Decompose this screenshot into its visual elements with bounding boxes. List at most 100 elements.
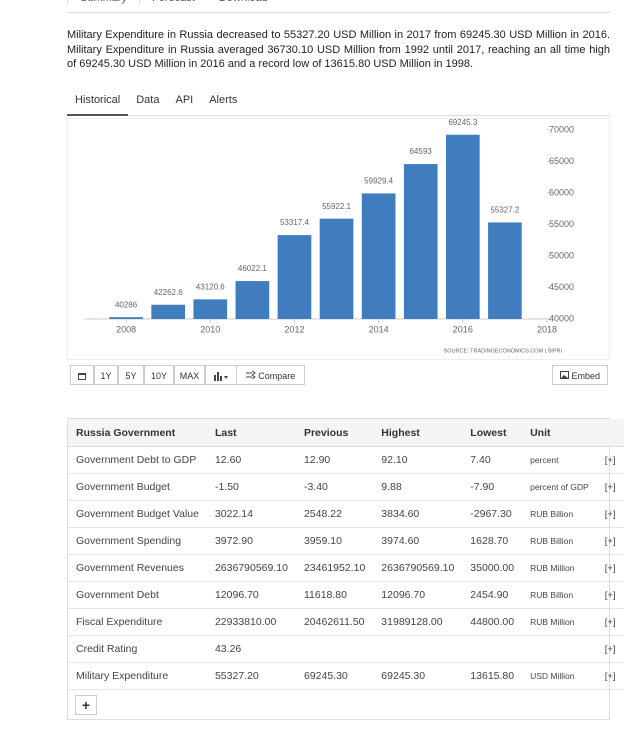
bar — [403, 164, 438, 319]
table-cell: -2967.30 — [462, 500, 523, 528]
expand-link[interactable]: [+] — [596, 446, 624, 474]
table-cell: percent — [522, 446, 597, 474]
bar — [109, 317, 143, 319]
expand-link[interactable]: [+] — [596, 581, 624, 609]
table-row: Credit Rating 43.26 [+] — [68, 635, 624, 663]
table-row: Government Spending 3972.90 3959.10 3974.60… — [68, 527, 624, 555]
value-label: 40286 — [115, 300, 138, 309]
table-cell: -7.90 — [462, 473, 523, 501]
table-row: Government Debt to GDP 12.60 12.90 92.10 7.4… — [68, 446, 624, 474]
table-cell — [462, 635, 523, 663]
compare-label: Compare — [258, 371, 296, 381]
table-cell: RUB Million — [522, 554, 597, 582]
range-button[interactable]: 1Y — [94, 365, 118, 385]
bar — [193, 299, 228, 319]
table-cell: 12096.70 — [373, 581, 463, 609]
range-button[interactable]: MAX — [174, 365, 205, 385]
table-cell: percent of GDP — [522, 473, 597, 501]
expand-link[interactable]: [+] — [596, 500, 624, 528]
expand-link[interactable]: [+] — [596, 473, 624, 501]
top-tab[interactable]: Forecast — [140, 0, 207, 4]
add-button[interactable]: + — [75, 695, 97, 715]
table-cell — [522, 635, 597, 663]
table-cell: Government Debt to GDP — [68, 446, 207, 474]
top-tab[interactable]: Download — [207, 0, 280, 4]
table-cell: RUB Billion — [522, 581, 597, 609]
x-tick-label: 2008 — [116, 324, 136, 334]
chart-type-icon — [214, 372, 228, 381]
chart-type-button[interactable] — [205, 365, 237, 385]
table-cell: 3834.60 — [373, 500, 463, 528]
table-cell: 55327.20 — [206, 662, 296, 690]
top-tab[interactable]: Summary — [67, 0, 141, 5]
y-tick-label: 40000 — [549, 313, 574, 323]
chart-tab[interactable]: Data — [136, 94, 160, 106]
value-label: 69245.3 — [448, 118, 477, 127]
header-spacer — [596, 419, 624, 447]
table-cell: Fiscal Expenditure — [68, 608, 207, 636]
bar — [151, 304, 186, 319]
column-header: Previous — [295, 419, 374, 447]
x-tick-label: 2016 — [453, 324, 473, 334]
table-cell: 11618.80 — [295, 581, 374, 609]
table-row: Military Expenditure 55327.20 69245.30 6924… — [68, 662, 624, 690]
y-tick-label: 45000 — [549, 282, 574, 292]
table-cell: USD Million — [522, 662, 597, 690]
x-tick-label: 2014 — [369, 324, 389, 334]
table-cell: -1.50 — [206, 473, 296, 501]
calendar-button[interactable] — [70, 365, 94, 385]
top-tabs: SummaryForecastDownload — [67, 0, 610, 13]
bar — [361, 193, 396, 319]
expand-link[interactable]: [+] — [596, 662, 624, 690]
table-cell: 7.40 — [462, 446, 523, 474]
header-row: Russia Government Last Previous Highest Lowe… — [68, 419, 624, 447]
table-cell: 1628.70 — [462, 527, 523, 555]
expand-link[interactable]: [+] — [596, 635, 624, 663]
column-header: Unit — [522, 419, 597, 447]
source: SOURCE: TRADINGECONOMICS.COM | SIPRI — [444, 348, 563, 354]
value-label: 64593 — [410, 147, 433, 156]
table-cell: 44800.00 — [462, 608, 523, 636]
compare-button[interactable]: Compare — [236, 365, 305, 385]
table-cell: 2454.90 — [462, 581, 523, 609]
chart-tab[interactable]: API — [175, 94, 194, 106]
table-cell: 9.88 — [373, 473, 463, 501]
bar — [319, 218, 354, 319]
table-cell: 23461952.10 — [295, 554, 374, 582]
table-cell: RUB Billion — [522, 527, 597, 555]
table-row: Government Budget Value 3022.14 2548.22 383… — [68, 500, 624, 528]
table-cell: 20462611.50 — [295, 608, 374, 636]
expand-link[interactable]: [+] — [596, 554, 624, 582]
range-button[interactable]: 10Y — [144, 365, 174, 385]
y-tick-label: 60000 — [549, 187, 574, 197]
value-label: 46022.1 — [238, 264, 267, 273]
bar — [488, 222, 522, 319]
table-cell: 43.26 — [206, 635, 296, 663]
table-cell: 2636790569.10 — [206, 554, 296, 582]
table-cell: 3959.10 — [295, 527, 374, 555]
embed-button[interactable]: Embed — [552, 365, 608, 385]
expand-link[interactable]: [+] — [596, 527, 624, 555]
y-tick-label: 55000 — [549, 219, 574, 229]
embed-icon — [559, 371, 569, 379]
table-row: Government Debt 12096.70 11618.80 12096.70 2… — [68, 581, 624, 609]
table: Russia Government Last Previous Highest Lowe… — [68, 419, 624, 690]
table-cell: Government Budget — [68, 473, 207, 501]
table-cell: RUB Million — [522, 608, 597, 636]
x-tick-label: 2018 — [537, 324, 557, 334]
value-label: 59929.4 — [364, 177, 393, 186]
column-header: Lowest — [462, 419, 523, 447]
chart-tab[interactable]: Alerts — [209, 94, 238, 106]
table-cell: Government Debt — [68, 581, 207, 609]
y-tick-label: 65000 — [549, 156, 574, 166]
chart-tab[interactable]: Historical — [67, 90, 129, 116]
table-row: Government Revenues 2636790569.10 23461952… — [68, 554, 624, 582]
table-cell — [295, 635, 374, 663]
expand-link[interactable]: [+] — [596, 608, 624, 636]
table-cell: Government Revenues — [68, 554, 207, 582]
bar — [277, 235, 312, 319]
range-button[interactable]: 5Y — [118, 365, 144, 385]
y-tick-label: 70000 — [549, 124, 574, 134]
table-row: Government Budget -1.50 -3.40 9.88 -7.90 perc… — [68, 473, 624, 501]
embed-label: Embed — [571, 371, 601, 381]
